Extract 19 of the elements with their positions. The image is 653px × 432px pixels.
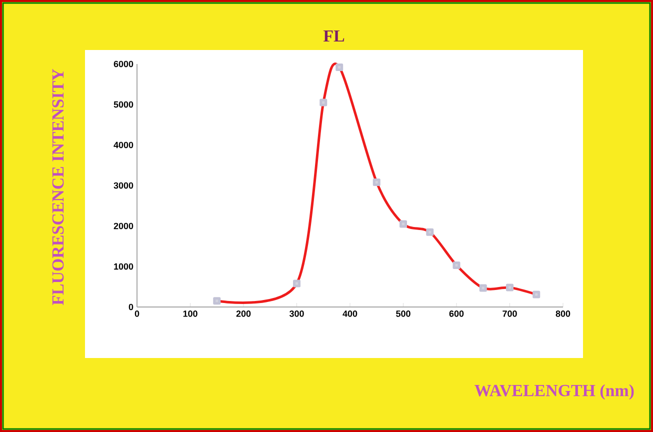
y-tick-label: 0 (128, 304, 134, 310)
x-tick-label: 200 (236, 310, 251, 317)
y-tick-label: 2000 (114, 222, 134, 230)
y-tick-label: 6000 (114, 60, 134, 68)
y-tick-label: 1000 (114, 263, 134, 270)
y-tick-label: 4000 (114, 142, 134, 148)
x-tick-label: 100 (183, 310, 198, 317)
x-tick-label: 400 (342, 310, 358, 317)
x-tick-label: 800 (556, 310, 570, 317)
x-axis-title: WAVELENGTH (nm) (474, 384, 634, 400)
y-tick-label: 5000 (114, 101, 134, 108)
y-axis-title: FLUORESCENCE INTENSITY (52, 69, 64, 306)
x-tick-label: 500 (396, 310, 410, 317)
x-tick-label: 600 (449, 310, 464, 317)
chart-title: FL (323, 30, 344, 42)
y-tick-label: 3000 (114, 182, 134, 189)
x-tick-label: 700 (502, 310, 517, 317)
x-tick-label: 0 (134, 310, 140, 317)
x-tick-label: 300 (289, 310, 304, 317)
